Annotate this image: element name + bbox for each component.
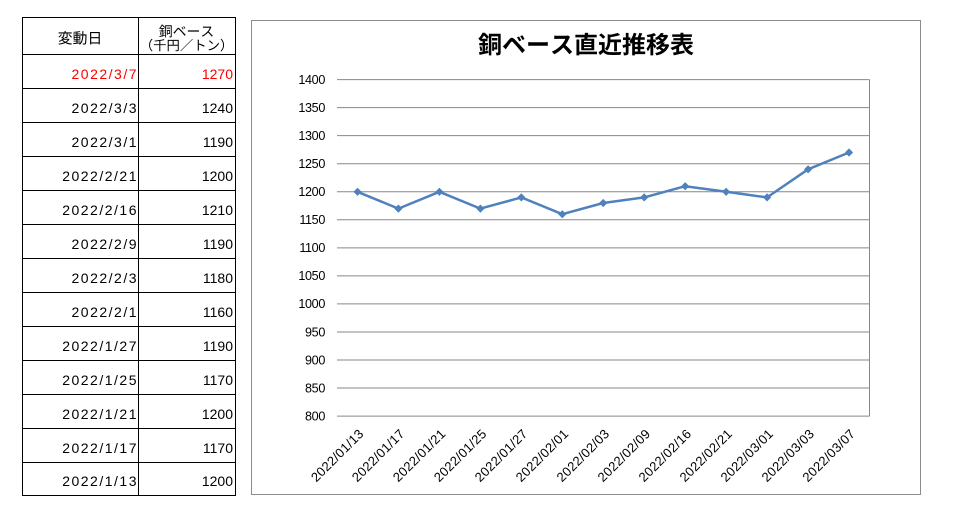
svg-text:1250: 1250 — [298, 157, 325, 171]
svg-text:1000: 1000 — [298, 297, 325, 311]
svg-text:1350: 1350 — [298, 101, 325, 115]
svg-text:1400: 1400 — [298, 73, 325, 87]
svg-text:1300: 1300 — [298, 129, 325, 143]
svg-text:1050: 1050 — [298, 269, 325, 283]
svg-text:900: 900 — [305, 353, 325, 367]
svg-text:950: 950 — [305, 325, 325, 339]
svg-text:1200: 1200 — [298, 185, 325, 199]
svg-text:800: 800 — [305, 409, 325, 423]
svg-text:850: 850 — [305, 381, 325, 395]
svg-text:1150: 1150 — [299, 213, 325, 227]
svg-text:1100: 1100 — [299, 241, 325, 255]
